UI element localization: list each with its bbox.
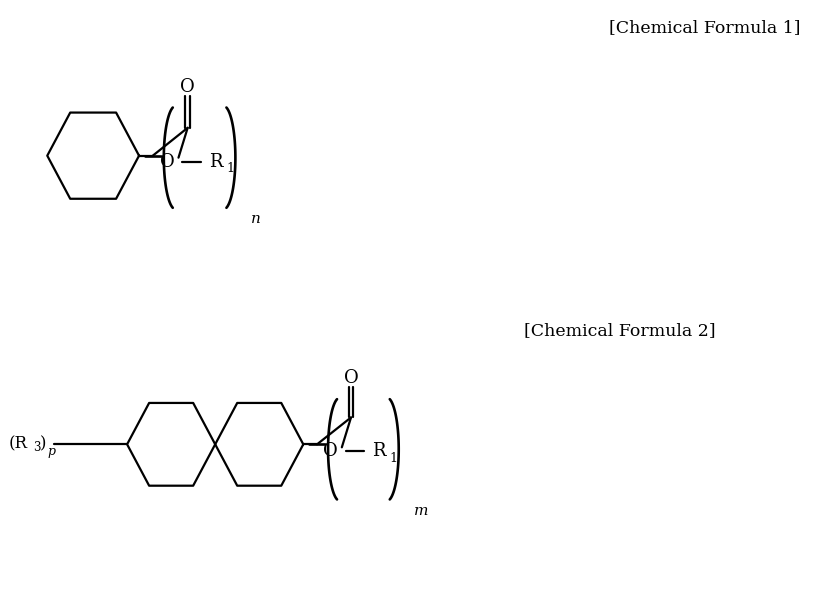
Text: O: O [160,152,175,170]
Text: n: n [251,212,261,227]
Text: 1: 1 [389,451,398,465]
Text: (R: (R [9,436,28,453]
Text: m: m [414,504,429,518]
Text: R: R [372,443,385,460]
Text: O: O [181,78,195,96]
Text: ): ) [40,436,46,453]
Text: [Chemical Formula 2]: [Chemical Formula 2] [525,322,716,339]
Text: [Chemical Formula 1]: [Chemical Formula 1] [609,19,800,36]
Text: O: O [344,368,358,387]
Text: p: p [47,445,55,458]
Text: 1: 1 [226,162,234,175]
Text: 3: 3 [34,441,41,454]
Text: O: O [323,443,338,460]
Text: R: R [209,152,222,170]
